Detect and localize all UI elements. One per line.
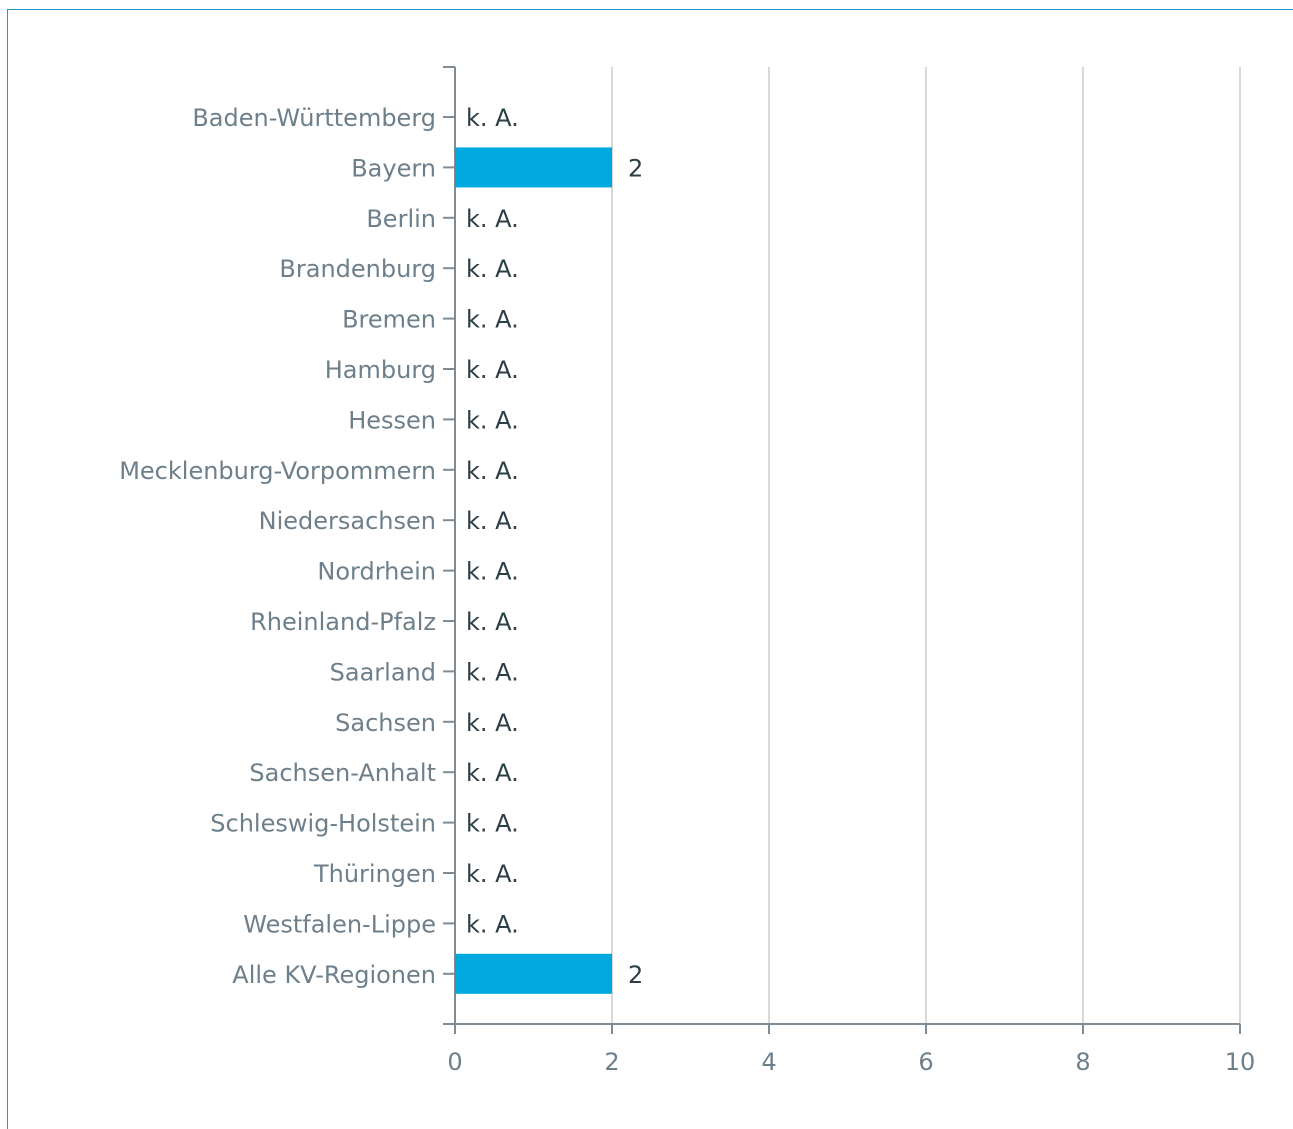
value-label: k. A. — [466, 709, 519, 737]
chart-frame — [7, 9, 1293, 1129]
value-label: k. A. — [466, 205, 519, 233]
category-label: Brandenburg — [279, 255, 436, 283]
category-label: Saarland — [330, 658, 436, 686]
value-label: 2 — [628, 154, 643, 182]
value-label: k. A. — [466, 608, 519, 636]
value-label: k. A. — [466, 507, 519, 535]
category-label: Rheinland-Pfalz — [250, 608, 436, 636]
category-label: Schleswig-Holstein — [210, 810, 436, 838]
value-label: k. A. — [466, 356, 519, 384]
x-tick-label: 6 — [918, 1048, 933, 1076]
x-tick-label: 0 — [447, 1048, 462, 1076]
x-tick-label: 2 — [604, 1048, 619, 1076]
category-label: Bremen — [342, 306, 436, 334]
value-label: k. A. — [466, 810, 519, 838]
bar — [455, 147, 612, 188]
category-label: Westfalen-Lippe — [243, 910, 436, 938]
category-label: Alle KV-Regionen — [232, 961, 436, 989]
category-label: Nordrhein — [317, 558, 436, 586]
category-label: Thüringen — [313, 860, 436, 888]
x-tick-label: 8 — [1075, 1048, 1090, 1076]
x-tick-label: 10 — [1225, 1048, 1256, 1076]
category-label: Sachsen-Anhalt — [249, 759, 436, 787]
x-tick-label: 4 — [761, 1048, 776, 1076]
value-label: k. A. — [466, 457, 519, 485]
category-label: Niedersachsen — [259, 507, 436, 535]
value-label: k. A. — [466, 558, 519, 586]
category-label: Baden-Württemberg — [192, 104, 436, 132]
value-label: k. A. — [466, 406, 519, 434]
value-label: k. A. — [466, 759, 519, 787]
category-label: Hessen — [348, 406, 436, 434]
bar — [455, 953, 612, 994]
category-label: Berlin — [366, 205, 436, 233]
value-label: k. A. — [466, 255, 519, 283]
value-label: k. A. — [466, 910, 519, 938]
value-label: k. A. — [466, 860, 519, 888]
value-label: k. A. — [466, 658, 519, 686]
category-label: Hamburg — [325, 356, 436, 384]
value-label: k. A. — [466, 104, 519, 132]
category-label: Bayern — [351, 154, 436, 182]
category-label: Sachsen — [335, 709, 436, 737]
value-label: 2 — [628, 961, 643, 989]
value-label: k. A. — [466, 306, 519, 334]
category-label: Mecklenburg-Vorpommern — [119, 457, 436, 485]
